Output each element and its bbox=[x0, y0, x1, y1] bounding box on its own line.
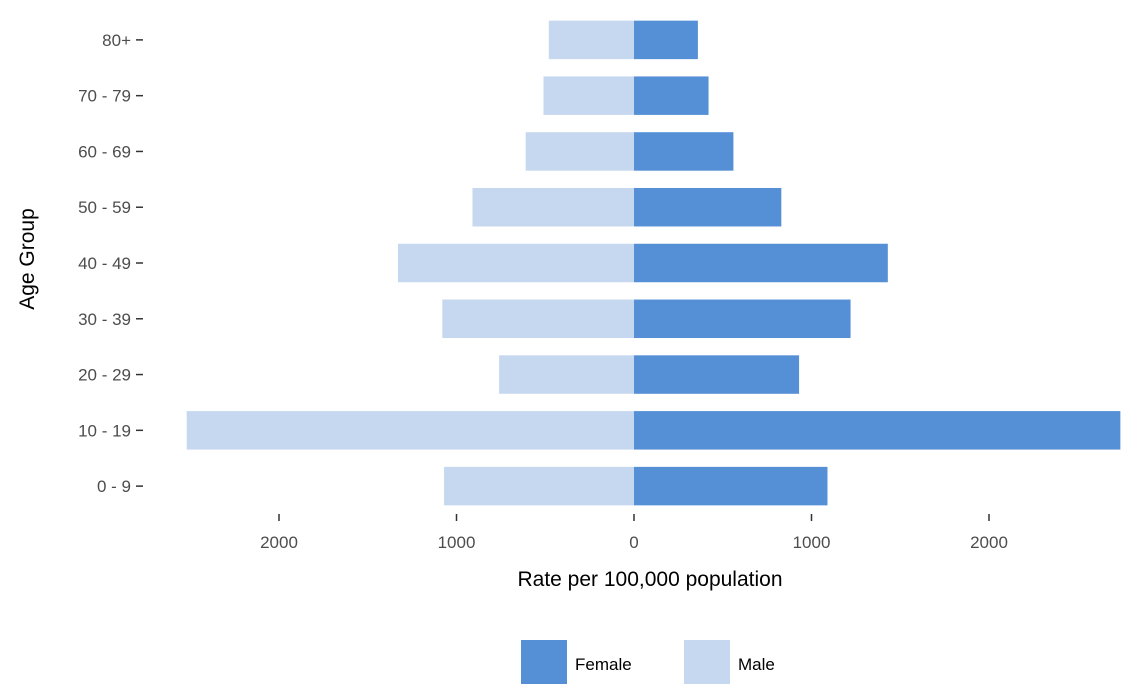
x-tick-label: 2000 bbox=[260, 533, 298, 552]
bar-male-40-49 bbox=[397, 243, 634, 283]
bar-female-30-39 bbox=[634, 299, 851, 339]
x-tick-label: 2000 bbox=[970, 533, 1008, 552]
y-axis-title: Age Group bbox=[16, 208, 39, 310]
x-axis: 2000 1000 0 1000 2000 bbox=[260, 514, 1008, 552]
legend-swatch-male bbox=[684, 640, 730, 684]
bar-male-30-39 bbox=[442, 299, 634, 339]
bar-female-60-69 bbox=[634, 132, 734, 171]
legend-label-male: Male bbox=[738, 655, 775, 674]
y-tick-label: 40 - 49 bbox=[78, 254, 131, 273]
y-tick-label: 0 - 9 bbox=[97, 477, 131, 496]
bar-male-70-79 bbox=[543, 76, 634, 115]
bar-female-40-49 bbox=[634, 243, 888, 283]
bar-female-70-79 bbox=[634, 76, 709, 115]
legend: Female Male bbox=[521, 640, 775, 684]
x-tick-label: 1000 bbox=[793, 533, 831, 552]
y-tick-label: 60 - 69 bbox=[78, 142, 131, 161]
bar-female-80 bbox=[634, 20, 698, 60]
y-axis: 0 - 9 10 - 19 20 - 29 30 - 39 40 - 49 50 - 59… bbox=[78, 31, 143, 496]
legend-swatch-female bbox=[521, 640, 567, 684]
bars-layer bbox=[186, 20, 1121, 506]
x-axis-title: Rate per 100,000 population bbox=[517, 568, 782, 591]
y-tick-label: 50 - 59 bbox=[78, 198, 131, 217]
bar-male-20-29 bbox=[499, 355, 634, 394]
bar-male-60-69 bbox=[525, 132, 634, 171]
bar-male-0-9 bbox=[444, 466, 634, 506]
y-tick-label: 30 - 39 bbox=[78, 310, 131, 329]
y-tick-label: 20 - 29 bbox=[78, 366, 131, 385]
y-tick-label: 10 - 19 bbox=[78, 421, 131, 440]
y-tick-label: 70 - 79 bbox=[78, 87, 131, 106]
bar-female-0-9 bbox=[634, 466, 828, 506]
bar-male-80 bbox=[548, 20, 634, 60]
bar-female-10-19 bbox=[634, 411, 1121, 450]
bar-female-20-29 bbox=[634, 355, 800, 394]
x-tick-label: 0 bbox=[629, 533, 638, 552]
bar-male-10-19 bbox=[186, 411, 634, 450]
bar-female-50-59 bbox=[634, 187, 782, 227]
y-tick-label: 80+ bbox=[102, 31, 131, 50]
legend-label-female: Female bbox=[575, 655, 632, 674]
x-tick-label: 1000 bbox=[438, 533, 476, 552]
bar-male-50-59 bbox=[472, 187, 634, 227]
